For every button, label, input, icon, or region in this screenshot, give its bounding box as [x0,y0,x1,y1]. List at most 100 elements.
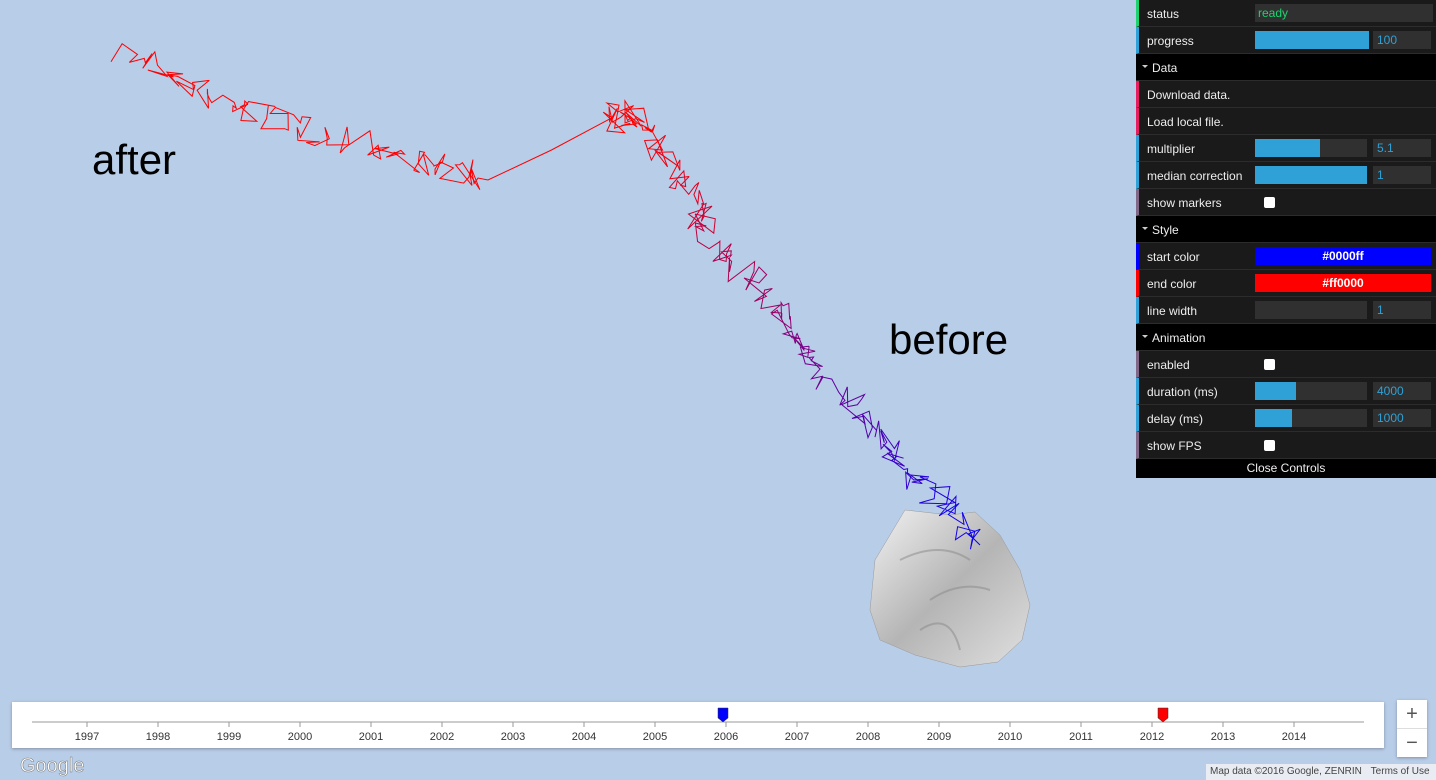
control-row: duration (ms) 4000 [1136,378,1436,405]
timeline[interactable]: 1997 1998 1999 2000 2001 2002 2003 2004 2005 2006… [12,702,1384,748]
folder-title: Data [1152,61,1178,75]
control-label: status [1147,7,1180,21]
google-logo: Google [20,755,85,777]
checkbox[interactable] [1264,359,1275,370]
number-field[interactable]: 1 [1373,301,1431,319]
folder-header[interactable]: Data [1136,54,1436,81]
text-field[interactable]: ready [1255,4,1433,22]
zoom-control: + − [1397,700,1427,757]
year-label: 2008 [856,731,880,743]
control-row: status ready [1136,0,1436,27]
track-segment [196,80,249,113]
folder-header[interactable]: Style [1136,216,1436,243]
close-controls[interactable]: Close Controls [1246,461,1326,475]
slider[interactable] [1255,301,1367,319]
year-label: 2014 [1282,731,1306,743]
year-label: 2009 [927,731,951,743]
control-row: show markers [1136,189,1436,216]
control-row: enabled [1136,351,1436,378]
checkbox[interactable] [1264,197,1275,208]
start-handle[interactable] [717,707,729,723]
track-segment [620,99,645,128]
zoom-out[interactable]: − [1406,732,1418,754]
control-row: show FPS [1136,432,1436,459]
control-row: line width 1 [1136,297,1436,324]
track-segment [820,376,866,425]
year-label: 1997 [75,731,99,743]
slider-fill [1255,382,1297,400]
control-row: multiplier 5.1 [1136,135,1436,162]
control-row: delay (ms) 1000 [1136,405,1436,432]
number-field[interactable]: 1 [1373,166,1431,184]
control-label: line width [1147,304,1198,318]
control-label: Download data. [1147,88,1231,102]
number-field[interactable]: 1000 [1373,409,1431,427]
control-label: show markers [1147,196,1222,210]
year-label: 2002 [430,731,454,743]
year-label: 2004 [572,731,596,743]
island [869,509,1031,668]
year-label: 2000 [288,731,312,743]
track-segment [712,243,756,291]
year-label: 2007 [785,731,809,743]
track-segment [781,330,816,359]
year-label: 2011 [1069,731,1093,743]
control-label: progress [1147,34,1194,48]
slider[interactable] [1255,409,1367,427]
track-segment [306,126,375,156]
control-label: show FPS [1147,439,1202,453]
track-segment [919,476,957,517]
control-label: multiplier [1147,142,1196,156]
color-field[interactable]: #0000ff [1255,247,1431,265]
control-row[interactable]: Load local file. [1136,108,1436,135]
track-segment [269,106,320,143]
control-label: start color [1147,250,1200,264]
control-label: delay (ms) [1147,412,1204,426]
track-segment [693,213,732,263]
year-label: 2013 [1211,731,1235,743]
slider-fill [1255,31,1369,49]
track-segment [413,150,446,176]
track-segment [239,99,286,130]
track [110,42,981,550]
before-label: before [889,316,1009,363]
slider-fill [1255,139,1320,157]
terms-link[interactable]: Terms of Use [1370,766,1430,777]
slider[interactable] [1255,31,1369,49]
control-label: enabled [1147,358,1190,372]
number-field[interactable]: 4000 [1373,382,1431,400]
control-label: Load local file. [1147,115,1224,129]
control-row[interactable]: Download data. [1136,81,1436,108]
end-handle[interactable] [1157,707,1169,723]
control-label: median correction [1147,169,1243,183]
track-segment [643,134,690,180]
track-segment [891,455,929,490]
year-label: 2003 [501,731,525,743]
slider-fill [1255,166,1367,184]
slider[interactable] [1255,166,1367,184]
timeline-axis: 1997 1998 1999 2000 2001 2002 2003 2004 2005 2006… [32,707,1364,743]
attribution: Map data ©2016 Google, ZENRIN [1210,766,1362,777]
number-field[interactable]: 5.1 [1373,139,1431,157]
slider-fill [1255,409,1292,427]
track-segment [668,169,700,206]
track-segment [799,345,824,390]
after-label: after [92,136,177,183]
checkbox[interactable] [1264,440,1275,451]
control-label: duration (ms) [1147,385,1218,399]
track-segment [880,428,905,467]
slider[interactable] [1255,139,1367,157]
zoom-in[interactable]: + [1397,700,1427,729]
folder-title: Animation [1152,331,1206,345]
year-label: 1998 [146,731,170,743]
folder-header[interactable]: Animation [1136,324,1436,351]
track-segment [938,502,981,550]
slider[interactable] [1255,382,1367,400]
track-segment [625,107,666,151]
color-field[interactable]: #ff0000 [1255,274,1431,292]
number-field[interactable]: 100 [1373,31,1431,49]
track-segment [367,144,420,174]
year-label: 2006 [714,731,738,743]
